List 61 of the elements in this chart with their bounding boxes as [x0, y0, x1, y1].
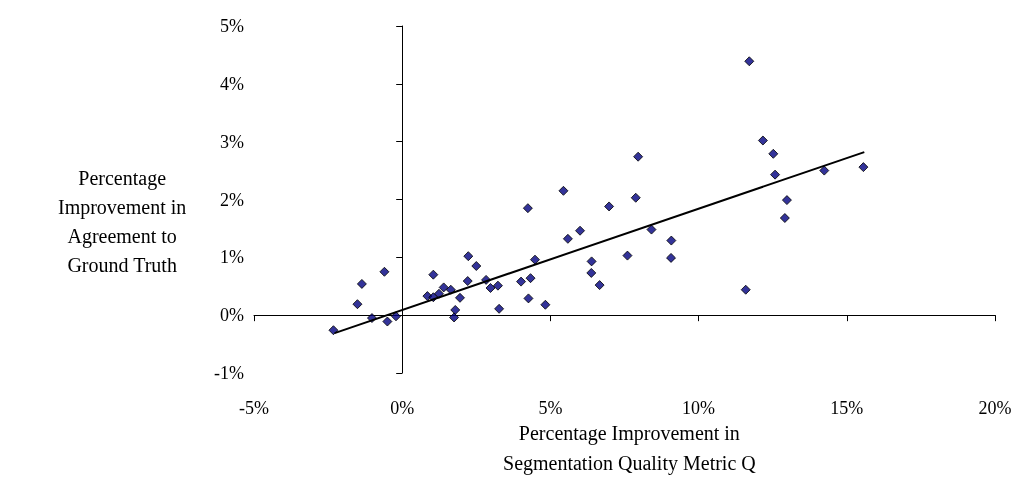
- point: [516, 276, 527, 287]
- point: [575, 225, 586, 236]
- point: [666, 235, 677, 246]
- point: [630, 192, 641, 203]
- x-tick-label: 0%: [390, 398, 415, 418]
- y-axis-title: Percentage Improvement in Agreement to Ground Truth: [57, 166, 187, 276]
- point: [586, 267, 597, 278]
- point: [529, 254, 540, 265]
- point: [740, 284, 751, 295]
- point: [450, 304, 461, 315]
- point: [779, 213, 790, 224]
- point: [379, 266, 390, 277]
- point: [562, 233, 573, 244]
- point: [356, 278, 367, 289]
- point: [449, 312, 460, 323]
- point: [352, 299, 363, 310]
- point: [390, 311, 401, 322]
- point: [522, 203, 533, 214]
- x-tick-label: 10%: [682, 398, 716, 418]
- point: [819, 165, 830, 176]
- point: [768, 148, 779, 159]
- point: [485, 282, 496, 293]
- point: [622, 250, 633, 261]
- point: [463, 251, 474, 262]
- x-tick-label: -5%: [239, 398, 269, 418]
- point: [492, 280, 503, 291]
- point: [604, 201, 615, 212]
- point: [455, 292, 465, 303]
- point: [858, 162, 869, 173]
- point: [586, 256, 597, 267]
- point: [633, 151, 644, 162]
- point: [646, 224, 657, 235]
- y-tick-label: 3%: [220, 131, 244, 152]
- y-tick-label: -1%: [214, 363, 244, 383]
- point: [540, 299, 551, 310]
- point: [428, 269, 439, 280]
- y-tick-label: 2%: [220, 189, 244, 210]
- point: [594, 280, 605, 291]
- y-tick-label: 5%: [220, 16, 244, 36]
- point: [525, 273, 536, 284]
- x-tick-label: 5%: [538, 398, 563, 418]
- point: [744, 56, 755, 67]
- x-tick-label: 15%: [830, 398, 864, 418]
- y-tick-label: 1%: [220, 247, 244, 268]
- x-tick-label: 20%: [978, 398, 1012, 418]
- y-tick-label: 4%: [220, 73, 244, 94]
- point: [328, 325, 339, 336]
- point: [770, 169, 781, 180]
- point: [781, 195, 792, 206]
- point: [523, 293, 534, 304]
- point: [438, 282, 449, 293]
- point: [433, 288, 444, 299]
- point: [666, 252, 677, 263]
- point: [462, 276, 473, 287]
- y-tick-label: 0%: [220, 305, 244, 326]
- point: [558, 185, 569, 196]
- point: [494, 303, 505, 314]
- point: [757, 135, 768, 146]
- x-axis-title: Percentage Improvement in Segmentation Quality Metric Q: [503, 422, 757, 475]
- point: [471, 261, 482, 272]
- point: [382, 316, 393, 327]
